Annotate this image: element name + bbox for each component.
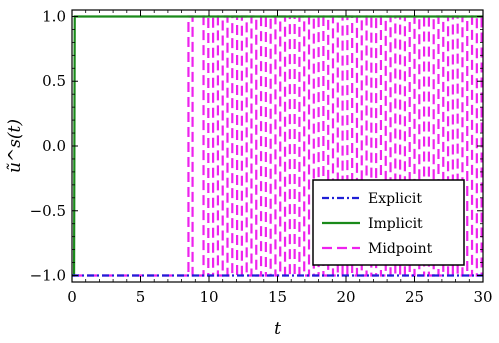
x-tick-label: 15 — [268, 288, 287, 306]
y-tick-label: 0.5 — [42, 72, 66, 90]
y-axis: −1.0 −0.5 0.0 0.5 1.0 — [30, 7, 483, 285]
x-tick-label: 20 — [336, 288, 355, 306]
legend-label-explicit: Explicit — [368, 191, 422, 207]
legend-label-implicit: Implicit — [368, 216, 423, 232]
y-tick-label: 0.0 — [42, 137, 66, 155]
y-axis-label: ũ^s(t) — [5, 119, 25, 173]
legend-label-midpoint: Midpoint — [368, 241, 433, 257]
y-tick-label: −0.5 — [30, 202, 66, 220]
axes-frame — [71, 9, 484, 283]
x-tick-label: 10 — [199, 288, 218, 306]
x-tick-label: 25 — [405, 288, 424, 306]
x-tick-label: 0 — [67, 288, 77, 306]
x-tick-label: 5 — [136, 288, 146, 306]
y-tick-label: −1.0 — [30, 267, 66, 285]
x-axis-label: t — [274, 319, 281, 339]
x-tick-label: 30 — [473, 288, 492, 306]
legend: Explicit Implicit Midpoint — [312, 179, 465, 266]
y-tick-label: 1.0 — [42, 7, 66, 25]
